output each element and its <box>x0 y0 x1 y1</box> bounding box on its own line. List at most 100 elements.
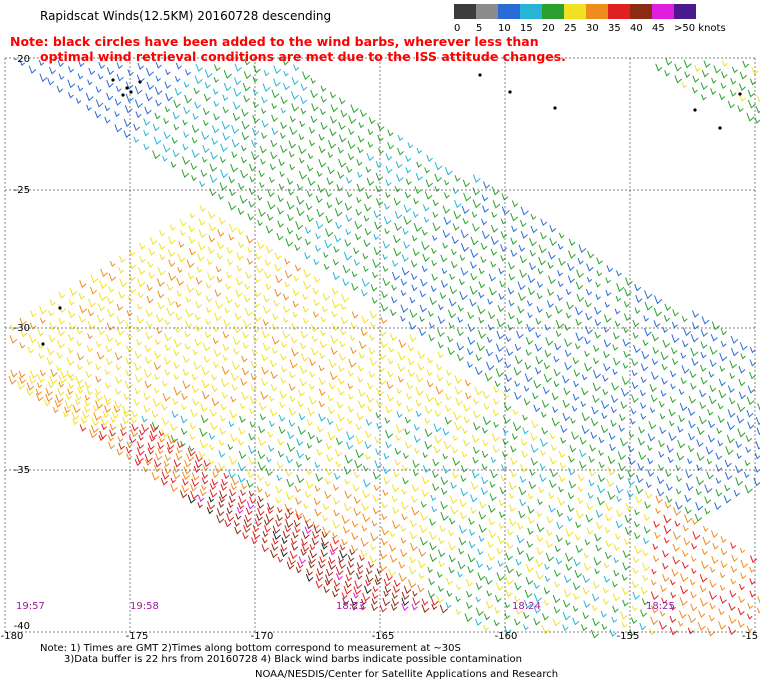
wind-barb <box>155 452 163 461</box>
wind-barb <box>272 537 279 545</box>
wind-barb <box>269 163 276 171</box>
wind-barb <box>324 239 333 249</box>
wind-barb <box>273 65 282 75</box>
wind-barb <box>227 444 234 451</box>
wind-barb <box>340 109 348 118</box>
wind-barb <box>487 541 494 549</box>
wind-barb <box>182 478 189 486</box>
wind-barb <box>533 380 542 389</box>
legend-label: >50 knots <box>674 23 726 34</box>
wind-barb <box>702 536 711 546</box>
wind-barb <box>737 105 744 113</box>
wind-barb <box>616 283 625 292</box>
wind-barb <box>39 305 48 315</box>
wind-barb <box>568 455 575 463</box>
wind-barb <box>493 421 499 428</box>
wind-barb <box>68 299 75 306</box>
wind-barb <box>143 405 151 413</box>
wind-barb <box>358 122 365 129</box>
wind-barb <box>400 304 409 313</box>
wind-barb <box>737 608 745 616</box>
wind-barb <box>472 199 481 209</box>
wind-barb <box>216 241 225 250</box>
wind-barb <box>191 137 198 144</box>
wind-barb <box>199 439 209 449</box>
wind-barb <box>302 71 311 81</box>
wind-barb <box>318 145 326 154</box>
wind-barb <box>199 205 206 212</box>
wind-barb <box>171 137 178 145</box>
wind-barb <box>510 457 518 466</box>
wind-barb <box>305 202 313 211</box>
wind-barb <box>551 392 559 401</box>
wind-barb <box>573 380 580 388</box>
wind-barb <box>84 394 91 401</box>
wind-barb <box>701 316 710 325</box>
wind-barb <box>458 537 467 546</box>
wind-barb <box>246 501 255 510</box>
wind-barb <box>137 278 146 288</box>
wind-barb <box>450 248 457 256</box>
wind-barb <box>373 233 380 241</box>
wind-barb <box>237 502 245 510</box>
wind-barb <box>548 492 555 500</box>
wind-barb <box>208 211 216 220</box>
wind-barb <box>421 476 430 485</box>
wind-barb <box>644 501 651 509</box>
wind-barb <box>211 125 220 134</box>
wind-barb <box>488 518 495 526</box>
wind-barb <box>193 87 200 95</box>
wind-barb <box>298 145 307 155</box>
wind-barb <box>267 507 274 515</box>
wind-barb <box>717 403 724 410</box>
wind-barb <box>722 60 728 67</box>
wind-barb <box>46 347 55 356</box>
wind-barb <box>220 378 229 388</box>
wind-barb <box>559 462 567 470</box>
wind-barb <box>565 312 572 319</box>
wind-barb <box>635 294 643 303</box>
wind-barb <box>420 501 427 508</box>
wind-barb <box>273 78 281 87</box>
wind-barb <box>186 453 195 462</box>
wind-barb <box>385 441 392 449</box>
wind-barb <box>164 344 172 352</box>
wind-barb <box>300 96 308 105</box>
wind-barb <box>371 603 378 612</box>
wind-barb <box>123 130 131 139</box>
wind-barb <box>357 135 365 143</box>
wind-barb <box>717 440 724 447</box>
wind-barb <box>490 236 499 246</box>
wind-barb <box>495 368 505 378</box>
wind-barb <box>325 467 334 476</box>
wind-barb <box>674 520 681 527</box>
wind-barb <box>361 525 368 532</box>
wind-barb <box>675 464 681 471</box>
wind-barb <box>510 213 519 222</box>
wind-barb <box>174 76 181 83</box>
wind-barb <box>658 440 665 448</box>
wind-barb <box>194 101 202 109</box>
wind-barb <box>580 401 587 408</box>
wind-barb <box>138 267 146 275</box>
wind-barb <box>114 388 122 396</box>
wind-barb <box>514 355 523 365</box>
wind-barb <box>325 478 332 485</box>
wind-barb <box>502 451 508 458</box>
wind-barb <box>565 539 571 546</box>
wind-barb <box>114 111 120 118</box>
wind-barb <box>218 501 225 508</box>
wind-barb <box>418 328 427 337</box>
wind-barb <box>198 229 207 239</box>
wind-barb <box>682 550 689 558</box>
wind-barb <box>670 592 677 599</box>
wind-barb <box>199 180 206 188</box>
wind-barb <box>704 508 711 515</box>
wind-barb <box>364 441 372 450</box>
wind-barb <box>747 99 756 109</box>
wind-barb <box>19 59 26 67</box>
legend-label: 20 <box>542 23 555 34</box>
wind-barb <box>270 549 278 559</box>
wind-barb <box>477 305 486 315</box>
wind-barb <box>701 69 709 78</box>
